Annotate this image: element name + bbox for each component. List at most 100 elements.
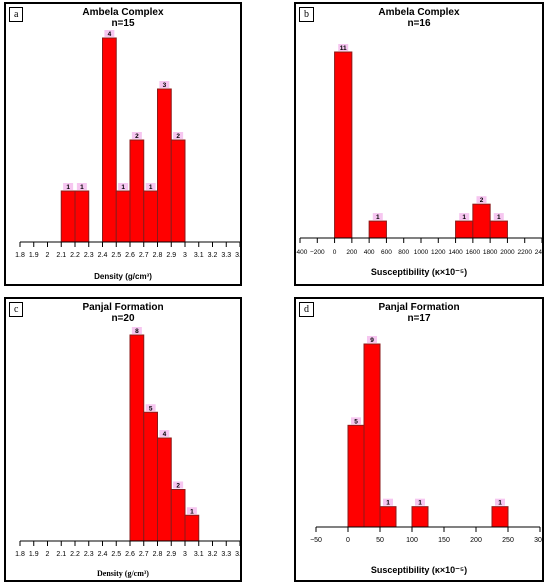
chart-b-xlabel: Susceptibility (κ×10⁻⁵) [370,267,468,277]
chart-d-title-block: Panjal Formation n=17 [296,302,542,324]
x-tick-label: 1000 [414,249,429,256]
histogram-bar [379,506,397,528]
panel-letter-a: a [9,7,24,22]
x-tick-label: 2.9 [166,551,176,558]
bar-count-label: 2 [480,197,484,204]
x-tick-label: 2.7 [139,252,149,259]
bar-count-label: 4 [108,31,112,38]
bar-label-highlight [131,132,142,139]
bar-label-highlight [476,196,487,204]
x-tick-label: 1.9 [29,551,39,558]
bar-label-highlight [159,430,170,437]
chart-d-xlabel: Susceptibility (κ×10⁻⁵) [370,565,468,575]
x-tick-label: −50 [310,537,322,544]
bar-label-highlight [459,213,470,221]
bar-count-label: 5 [354,418,358,425]
x-tick-label: 1.8 [15,551,25,558]
x-tick-label: 3.3 [221,551,231,558]
x-tick-label: 1.9 [29,252,39,259]
chart-a-title-block: Ambela Complex n=15 [6,7,240,29]
bar-label-highlight [145,404,156,412]
x-tick-label: 50 [376,537,384,544]
x-tick-label: 3.4 [235,252,240,259]
bar-count-label: 1 [497,214,501,221]
x-tick-label: 800 [398,249,409,256]
x-tick-label: 200 [470,537,482,544]
histogram-bar [129,139,145,243]
x-tick-label: 2.1 [56,252,66,259]
chart-b-svg: 111121−400−20002004006008001000120014001… [296,44,542,256]
bar-label-highlight [104,30,115,37]
bar-count-label: 1 [149,184,153,191]
bar-count-label: 2 [176,483,180,490]
bar-label-highlight [76,183,87,190]
bar-count-label: 1 [66,184,70,191]
chart-a-svg: 1 1 4 1 2 1 3 2 1.8 1.9 2 2.1 2.2 2.3 2.4 2.5 2.6 2.7 2.8 2… [15,30,240,259]
bar-count-label: 8 [135,328,139,335]
histogram-bar [455,220,474,239]
panel-letter-c: c [9,302,24,317]
x-tick-label: 2 [46,551,50,558]
bar-count-label: 1 [80,184,84,191]
histogram-bar [74,190,90,243]
histogram-bar [143,190,158,243]
panel-letter-d: d [299,302,314,317]
chart-b-subtitle: n=16 [407,18,431,29]
x-tick-label: 2000 [500,249,515,256]
x-tick-label: 3 [183,252,187,259]
chart-b-title: Ambela Complex [378,7,460,18]
x-tick-label: 3.2 [208,551,218,558]
chart-a-xlabel: Density (g/cm³) [94,272,152,281]
histogram-bar [102,37,117,243]
x-tick-label: 3.4 [235,551,240,558]
bar-count-label: 5 [149,405,153,412]
x-tick-label: 250 [502,537,514,544]
bar-label-highlight [415,498,425,506]
x-tick-label: 2.2 [70,252,80,259]
bar-count-label: 2 [135,133,139,140]
x-tick-label: 2.9 [166,252,176,259]
bar-count-label: 1 [190,508,194,515]
x-tick-label: 1600 [466,249,481,256]
x-tick-label: 2.5 [111,551,121,558]
panel-c: 8 5 4 2 1 1.8 1.9 2 2.1 2.2 2.3 2.4 2.5 2.6 2.7 2.8 2.9 3… [4,297,242,582]
bar-label-highlight [145,183,156,190]
x-tick-label: 2.2 [70,551,80,558]
x-tick-label: 2400 [535,249,542,256]
x-tick-label: 2.3 [84,551,94,558]
histogram-bar [157,88,172,243]
histogram-bar [184,514,200,542]
bar-count-label: 1 [498,500,502,507]
chart-a-subtitle: n=15 [111,18,135,29]
x-tick-label: 0 [346,537,350,544]
histogram-bar [334,51,353,239]
x-tick-label: −200 [310,249,325,256]
x-tick-label: 3.3 [221,252,231,259]
panel-b: 111121−400−20002004006008001000120014001… [294,2,544,286]
x-tick-label: 150 [438,537,450,544]
bar-count-label: 4 [163,431,167,438]
bar-label-highlight [118,183,129,190]
bar-label-highlight [173,481,184,489]
chart-c-svg: 8 5 4 2 1 1.8 1.9 2 2.1 2.2 2.3 2.4 2.5 2.6 2.7 2.8 2.9 3… [15,327,240,558]
bar-count-label: 1 [386,500,390,507]
bar-label-highlight [495,498,505,506]
histogram-bar [347,424,365,528]
x-tick-label: 2.6 [125,252,135,259]
bar-label-highlight [131,327,142,334]
bar-label-highlight [372,213,383,221]
x-tick-label: 1200 [431,249,446,256]
x-tick-label: 2.8 [153,551,163,558]
bar-count-label: 3 [163,82,167,89]
bar-label-highlight [159,81,170,88]
bar-label-highlight [351,417,361,425]
x-tick-label: 100 [406,537,418,544]
x-tick-label: 2.4 [98,551,108,558]
bar-label-highlight [186,507,197,515]
panel-a: 1 1 4 1 2 1 3 2 1.8 1.9 2 2.1 2.2 2.3 2.4 2.5 2.6 2.7 2.8 2… [4,2,242,286]
chart-c-title: Panjal Formation [82,302,164,313]
chart-c-xlabel: Density (g/cm³) [97,569,149,578]
x-tick-label: 600 [381,249,392,256]
x-tick-label: 2.5 [111,252,121,259]
bar-label-highlight [338,44,349,51]
